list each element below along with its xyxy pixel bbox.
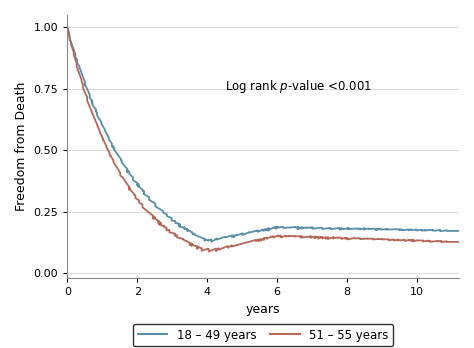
Y-axis label: Freedom from Death: Freedom from Death [15,82,28,211]
Text: Log rank $p$-value <0.001: Log rank $p$-value <0.001 [225,78,372,95]
X-axis label: years: years [246,303,281,316]
Legend: 18 – 49 years, 51 – 55 years: 18 – 49 years, 51 – 55 years [133,324,393,346]
